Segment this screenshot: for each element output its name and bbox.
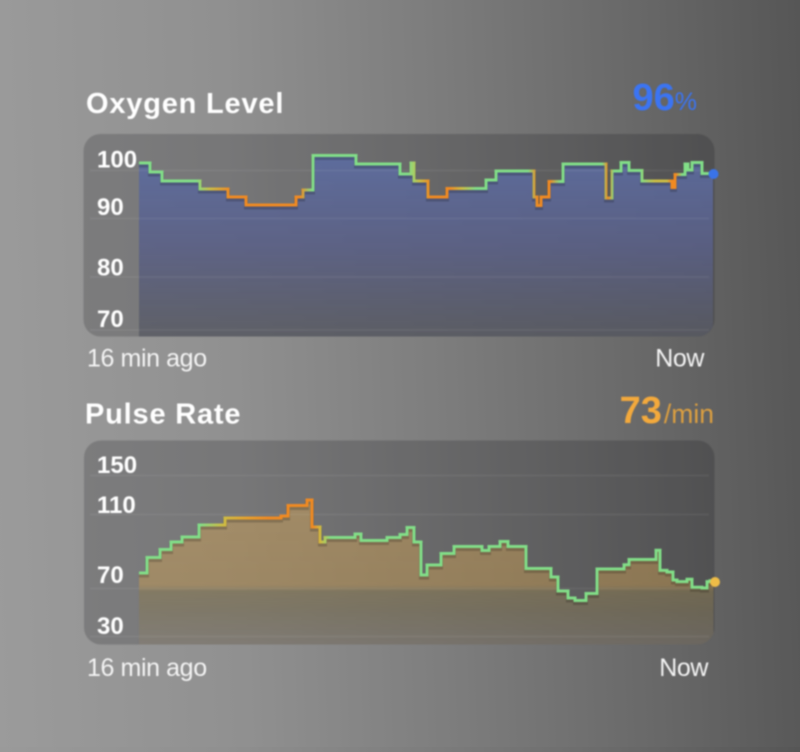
svg-text:16 min ago: 16 min ago xyxy=(87,654,207,682)
svg-text:150: 150 xyxy=(97,452,137,479)
svg-text:16 min ago: 16 min ago xyxy=(87,345,207,373)
svg-text:Oxygen Level: Oxygen Level xyxy=(86,88,284,120)
svg-text:73/min: 73/min xyxy=(620,390,714,432)
svg-text:100: 100 xyxy=(97,146,137,173)
svg-text:96%: 96% xyxy=(632,77,697,119)
svg-text:30: 30 xyxy=(97,613,124,640)
svg-text:110: 110 xyxy=(97,492,136,519)
svg-text:70: 70 xyxy=(97,306,124,333)
svg-text:Now: Now xyxy=(659,654,709,682)
svg-text:90: 90 xyxy=(97,194,124,221)
svg-text:Now: Now xyxy=(655,345,705,373)
svg-text:Pulse Rate: Pulse Rate xyxy=(85,399,241,431)
svg-text:70: 70 xyxy=(97,562,124,589)
svg-text:80: 80 xyxy=(97,255,124,282)
